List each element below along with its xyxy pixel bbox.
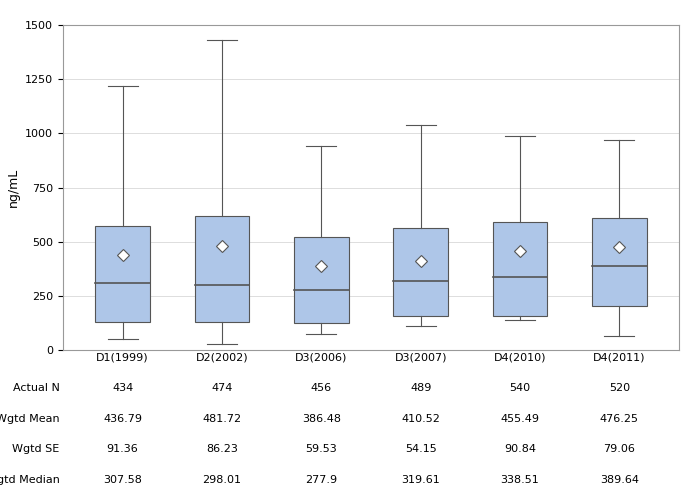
Text: D3(2006): D3(2006) [295, 352, 347, 362]
Text: D2(2002): D2(2002) [196, 352, 248, 362]
Bar [294, 238, 349, 323]
Text: 434: 434 [112, 383, 133, 393]
Text: 91.36: 91.36 [106, 444, 139, 454]
Text: 436.79: 436.79 [103, 414, 142, 424]
Text: 307.58: 307.58 [103, 474, 142, 484]
Text: 86.23: 86.23 [206, 444, 238, 454]
Text: 319.61: 319.61 [401, 474, 440, 484]
Text: 277.9: 277.9 [305, 474, 337, 484]
Text: 489: 489 [410, 383, 431, 393]
Text: Actual N: Actual N [13, 383, 60, 393]
Bar [393, 228, 448, 316]
Y-axis label: ng/mL: ng/mL [6, 168, 20, 207]
Text: 54.15: 54.15 [405, 444, 437, 454]
Text: 474: 474 [211, 383, 232, 393]
Text: 476.25: 476.25 [600, 414, 639, 424]
Text: 389.64: 389.64 [600, 474, 639, 484]
Text: Wgtd Median: Wgtd Median [0, 474, 60, 484]
Text: 90.84: 90.84 [504, 444, 536, 454]
Bar [195, 216, 249, 322]
Text: 59.53: 59.53 [305, 444, 337, 454]
Text: 520: 520 [609, 383, 630, 393]
Text: 410.52: 410.52 [401, 414, 440, 424]
Text: Wgtd SE: Wgtd SE [13, 444, 60, 454]
Text: 456: 456 [311, 383, 332, 393]
Text: 386.48: 386.48 [302, 414, 341, 424]
Text: D3(2007): D3(2007) [394, 352, 447, 362]
Text: 298.01: 298.01 [202, 474, 241, 484]
Text: 79.06: 79.06 [603, 444, 636, 454]
Bar [95, 226, 150, 322]
Text: 338.51: 338.51 [500, 474, 540, 484]
Bar [592, 218, 647, 306]
Text: D4(2011): D4(2011) [593, 352, 645, 362]
Text: 481.72: 481.72 [202, 414, 241, 424]
Text: D1(1999): D1(1999) [97, 352, 149, 362]
Text: 455.49: 455.49 [500, 414, 540, 424]
Bar [493, 222, 547, 316]
Text: Wgtd Mean: Wgtd Mean [0, 414, 60, 424]
Text: 540: 540 [510, 383, 531, 393]
Text: D4(2010): D4(2010) [494, 352, 546, 362]
